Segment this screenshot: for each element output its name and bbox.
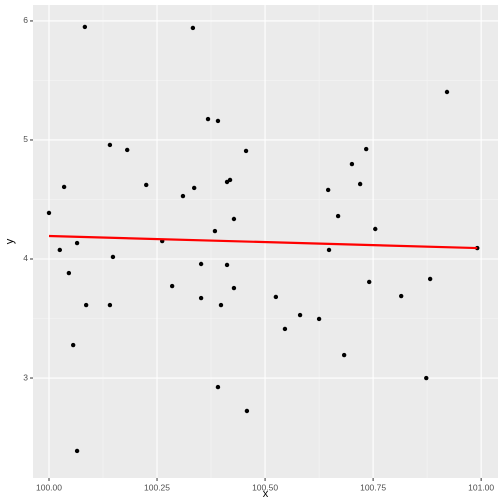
point <box>341 352 347 358</box>
point <box>107 142 113 148</box>
point <box>244 408 250 414</box>
point <box>227 177 233 183</box>
point <box>215 384 221 390</box>
y-tick-label: 5 <box>23 134 28 144</box>
point <box>70 342 76 348</box>
point <box>316 316 322 322</box>
point <box>212 228 218 234</box>
x-tick-label: 100.75 <box>360 482 386 492</box>
fit-line <box>48 234 478 250</box>
point <box>74 448 80 454</box>
point <box>180 193 186 199</box>
point <box>57 247 62 253</box>
point <box>46 210 52 216</box>
point <box>427 276 433 282</box>
point <box>231 285 237 291</box>
point <box>215 118 221 124</box>
point <box>297 312 303 318</box>
point <box>243 148 249 154</box>
point <box>398 293 404 299</box>
y-tick-label: 3 <box>23 372 28 382</box>
point <box>190 25 196 31</box>
point <box>83 302 89 308</box>
point <box>198 261 204 267</box>
point <box>61 184 67 190</box>
point <box>74 240 80 246</box>
point <box>424 375 429 381</box>
x-tick-label: 100.25 <box>144 482 170 492</box>
point <box>82 24 88 30</box>
y-tick-label: 4 <box>23 253 28 263</box>
point <box>444 89 450 95</box>
point <box>107 302 113 308</box>
x-tick-label: 100.00 <box>36 482 62 492</box>
point <box>282 326 288 332</box>
x-tick-label: 101.00 <box>468 482 494 492</box>
point <box>169 283 175 289</box>
point <box>325 187 331 193</box>
point <box>231 216 237 222</box>
x-axis-title: x <box>263 488 269 500</box>
point <box>273 294 279 300</box>
y-tick-label: 6 <box>23 15 28 25</box>
point <box>218 302 224 308</box>
point <box>367 279 372 285</box>
point <box>224 262 230 268</box>
point <box>191 185 197 191</box>
point <box>326 247 332 253</box>
y-axis-title: y <box>4 238 16 244</box>
point <box>349 161 355 167</box>
x-tick-label: 100.50 <box>252 482 278 492</box>
point <box>335 213 341 219</box>
point <box>110 254 116 260</box>
point <box>357 181 363 187</box>
point <box>66 270 72 276</box>
point <box>205 116 211 122</box>
point <box>198 295 204 301</box>
point <box>373 226 378 232</box>
point <box>363 146 369 152</box>
point <box>125 147 130 153</box>
point <box>144 182 149 188</box>
